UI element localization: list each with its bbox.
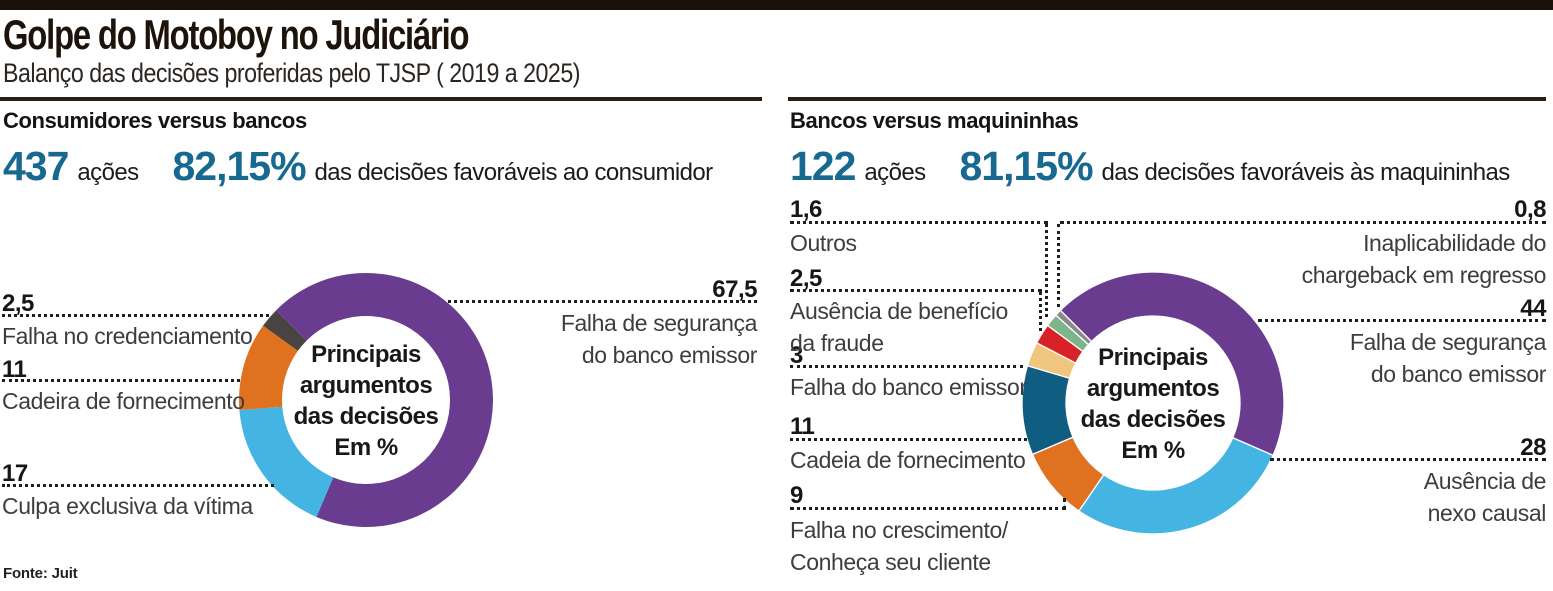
- donut-1-slice-text: Falha no crescimento/: [790, 517, 1008, 543]
- section-rule-left: [0, 97, 762, 101]
- donut-1-leader-connector: [1063, 498, 1066, 510]
- source-credit: Fonte: Juit: [3, 565, 78, 582]
- donut-1-leader-line: [1258, 319, 1546, 322]
- donut-0-slice-text: Falha no credenciamento: [2, 323, 253, 349]
- donut-1-slice-text: Ausência de: [1423, 468, 1547, 494]
- stat-actions-label: ações: [77, 159, 139, 186]
- donut-0-slice-1: [239, 406, 334, 517]
- page-title: Golpe do Motoboy no Judiciário: [3, 11, 470, 58]
- donut-0-leader-line: [2, 484, 274, 487]
- donut-0-slice-0: [276, 273, 494, 528]
- center-label-line: das decisões: [1080, 406, 1226, 433]
- donut-0-leader-line: [448, 300, 757, 303]
- center-label-line: Principais: [1098, 344, 1208, 371]
- donut-center-label-bancos: Principais argumentos das decisões Em %: [1041, 342, 1265, 466]
- donut-1-slice-text: da fraude: [790, 330, 884, 356]
- page-subtitle: Balanço das decisões proferidas pelo TJS…: [3, 58, 580, 88]
- stat-pct-value: 81,15%: [959, 143, 1093, 189]
- donut-1-leader-line: [790, 289, 1042, 292]
- stats-row-bancos: 122 ações 81,15% das decisões favoráveis às…: [790, 143, 1510, 190]
- donut-1-slice-text: Cadeia de fornecimento: [790, 447, 1026, 473]
- stat-pct-label: das decisões favoráveis às maquininhas: [1101, 159, 1511, 186]
- stat-actions-label: ações: [864, 159, 926, 186]
- donut-0-slice-3: [263, 310, 307, 351]
- center-label-line: Principais: [311, 341, 421, 368]
- donut-1-slice-1: [1077, 436, 1274, 535]
- donut-1-value-label: 0,8: [1514, 196, 1546, 223]
- donut-1-slice-text: nexo causal: [1427, 500, 1547, 526]
- stats-row-consumidores: 437 ações 82,15% das decisões favoráveis ao…: [3, 143, 713, 190]
- donut-1-slice-0: [1059, 271, 1285, 457]
- donut-1-slice-text: Inaplicabilidade do: [1363, 230, 1546, 256]
- donut-1-leader-connector: [1057, 224, 1060, 307]
- donut-0-slice-text: Culpa exclusiva da vítima: [2, 493, 253, 519]
- panel-heading-bancos: Bancos versus maquininhas: [790, 108, 1079, 133]
- center-label-line: argumentos: [1086, 375, 1220, 402]
- donut-1-slice-text: Falha de segurança: [1349, 329, 1547, 355]
- donut-0-slice-text: Falha de segurança: [560, 310, 758, 336]
- donut-1-slice-text: Conheça seu cliente: [790, 549, 991, 575]
- donut-0-value-label: 11: [2, 356, 27, 383]
- donut-1-slice-text: Ausência de benefício: [790, 298, 1008, 324]
- donut-center-label-consumidores: Principais argumentos das decisões Em %: [254, 339, 478, 463]
- donut-1-slice-text: chargeback em regresso: [1301, 262, 1547, 288]
- donut-1-value-label: 11: [790, 413, 815, 440]
- donut-0-value-label: 2,5: [2, 290, 34, 317]
- donut-0-slice-2: [239, 325, 298, 411]
- donut-1-slice-text: Outros: [790, 230, 857, 256]
- center-label-line: das decisões: [293, 403, 439, 430]
- stat-actions-value: 437: [3, 143, 69, 189]
- donut-1-value-label: 28: [1520, 434, 1546, 461]
- donut-0-leader-line: [2, 314, 269, 317]
- donut-0-value-label: 67,5: [712, 276, 757, 303]
- donut-1-value-label: 9: [790, 482, 803, 509]
- donut-1-slice-7: [1054, 309, 1093, 346]
- donut-0-slice-text: Cadeira de fornecimento: [2, 388, 245, 414]
- donut-1-leader-line: [790, 438, 1027, 441]
- donut-1-leader-connector: [1039, 292, 1042, 331]
- donut-1-value-label: 1,6: [790, 196, 822, 223]
- donut-1-value-label: 3: [790, 342, 803, 369]
- donut-1-leader-connector: [1045, 224, 1048, 317]
- panel-heading-consumidores: Consumidores versus bancos: [3, 108, 307, 133]
- donut-1-leader-line: [1060, 221, 1546, 224]
- donut-1-leader-line: [790, 507, 1066, 510]
- donut-1-value-label: 44: [1520, 295, 1546, 322]
- donut-1-slice-text: Falha do banco emissor: [790, 374, 1027, 400]
- top-bar: [0, 0, 1553, 10]
- center-label-line: Em %: [334, 434, 398, 461]
- center-label-line: Em %: [1121, 437, 1185, 464]
- section-rule-right: [788, 97, 1546, 101]
- stat-actions-value: 122: [790, 143, 856, 189]
- donut-0-slice-text: do banco emissor: [581, 342, 758, 368]
- donut-1-value-label: 2,5: [790, 265, 822, 292]
- donut-1-leader-line: [790, 365, 1023, 368]
- donut-0-leader-line: [2, 379, 240, 382]
- center-label-line: argumentos: [299, 372, 433, 399]
- donut-1-slice-text: do banco emissor: [1370, 361, 1547, 387]
- stat-pct-label: das decisões favoráveis ao consumidor: [314, 159, 714, 186]
- stat-pct-value: 82,15%: [172, 143, 306, 189]
- donut-1-leader-line: [1270, 458, 1546, 461]
- donut-1-leader-line: [790, 221, 1048, 224]
- donut-0-value-label: 17: [2, 460, 28, 487]
